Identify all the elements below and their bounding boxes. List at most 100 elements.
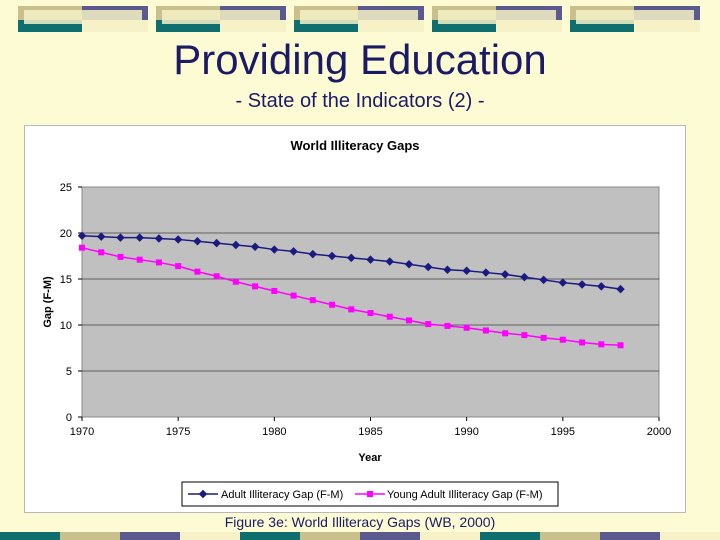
decorative-bottom-band — [0, 532, 720, 540]
data-point-adult — [250, 242, 260, 252]
decorative-block — [162, 10, 280, 24]
data-point-adult — [154, 234, 164, 243]
data-point-adult — [558, 278, 568, 287]
data-point-young — [540, 334, 547, 341]
data-point-adult — [270, 245, 279, 254]
x-tick-label: 1970 — [70, 426, 94, 438]
data-point-adult — [404, 260, 414, 269]
data-point-young — [155, 259, 162, 266]
data-point-adult — [347, 253, 356, 263]
data-point-young — [194, 268, 201, 275]
data-point-adult — [462, 266, 471, 275]
data-point-adult — [366, 255, 375, 264]
data-point-young — [425, 321, 432, 328]
y-tick-label: 0 — [66, 412, 72, 424]
data-point-young — [232, 278, 239, 285]
x-tick-label: 1975 — [166, 426, 190, 438]
x-axis-ticks: 1970 1975 1980 1985 1990 1995 2000 — [70, 417, 671, 438]
decorative-block — [0, 532, 60, 540]
decorative-block — [360, 532, 420, 540]
decorative-block — [60, 532, 120, 540]
chart-title: World Illiteracy Gaps — [290, 138, 419, 153]
data-point-young — [559, 336, 566, 343]
x-tick-label: 1995 — [551, 426, 575, 438]
decorative-block — [420, 532, 480, 540]
data-point-young — [290, 292, 297, 299]
data-point-adult — [231, 240, 241, 250]
figure-caption: Figure 3e: World Illiteracy Gaps (WB, 20… — [224, 514, 496, 530]
y-tick-label: 10 — [60, 320, 72, 332]
data-point-young — [367, 310, 374, 317]
decorative-block — [576, 10, 694, 24]
slide-title: Providing Education — [173, 36, 547, 83]
y-tick-label: 25 — [60, 182, 72, 194]
data-point-young — [405, 317, 412, 324]
legend-label-adult: Adult Illiteracy Gap (F-M) — [221, 489, 343, 501]
y-tick-label: 5 — [66, 366, 72, 378]
y-tick-label: 20 — [60, 228, 72, 240]
series-layer — [77, 231, 625, 349]
data-point-adult — [173, 235, 183, 244]
data-point-adult — [77, 231, 87, 241]
decorative-block — [240, 532, 300, 540]
decorative-block — [120, 532, 180, 540]
data-point-young — [117, 253, 124, 260]
slide-subtitle: - State of the Indicators (2) - — [235, 90, 485, 112]
legend-marker-adult — [198, 489, 208, 499]
y-axis-label: Gap (F-M) — [42, 276, 54, 328]
data-point-adult — [616, 284, 625, 294]
data-point-young — [617, 342, 624, 349]
data-point-young — [521, 332, 528, 339]
data-point-adult — [135, 233, 144, 242]
data-point-adult — [443, 265, 452, 275]
x-axis-label: Year — [358, 452, 382, 464]
data-point-young — [98, 249, 105, 256]
data-point-young — [271, 287, 278, 294]
decorative-block — [24, 10, 142, 24]
data-point-young — [79, 244, 85, 251]
decorative-block — [660, 532, 720, 540]
data-point-adult — [520, 272, 529, 282]
chart-container: World Illiteracy Gaps 0 5 10 15 20 25 1970 197… — [24, 125, 686, 513]
decorative-block — [540, 532, 600, 540]
data-point-young — [386, 313, 393, 320]
data-point-adult — [423, 262, 433, 272]
data-point-young — [348, 306, 355, 313]
y-axis-ticks: 0 5 10 15 20 25 — [60, 182, 82, 424]
decorative-block — [180, 532, 240, 540]
data-point-young — [213, 273, 220, 280]
data-point-adult — [481, 268, 491, 277]
legend-label-young: Young Adult Illiteracy Gap (F-M) — [387, 489, 543, 501]
data-point-young — [482, 327, 489, 334]
data-point-young — [463, 324, 470, 331]
data-point-young — [502, 330, 509, 337]
data-point-adult — [116, 233, 125, 242]
data-point-adult — [212, 238, 221, 248]
data-point-adult — [327, 251, 337, 261]
data-point-adult — [308, 249, 318, 259]
legend-marker-young — [367, 491, 373, 497]
data-point-young — [598, 341, 605, 348]
data-point-young — [252, 283, 259, 290]
data-point-young — [329, 301, 336, 308]
data-point-adult — [289, 247, 298, 256]
decorative-block — [480, 532, 540, 540]
legend: Adult Illiteracy Gap (F-M) Young Adult I… — [181, 481, 559, 507]
data-point-young — [175, 263, 182, 270]
data-point-adult — [96, 232, 106, 241]
y-tick-label: 15 — [60, 274, 72, 286]
plot-area — [81, 186, 660, 418]
x-tick-label: 1985 — [358, 426, 382, 438]
x-tick-label: 2000 — [647, 426, 671, 438]
data-point-young — [579, 339, 586, 346]
decorative-block — [600, 532, 660, 540]
decorative-block — [438, 10, 556, 24]
data-point-young — [309, 297, 316, 304]
data-point-young — [444, 322, 451, 329]
decorative-block — [300, 532, 360, 540]
decorative-block — [300, 10, 418, 24]
x-tick-label: 1980 — [262, 426, 286, 438]
x-tick-label: 1990 — [454, 426, 478, 438]
data-point-adult — [500, 270, 510, 279]
